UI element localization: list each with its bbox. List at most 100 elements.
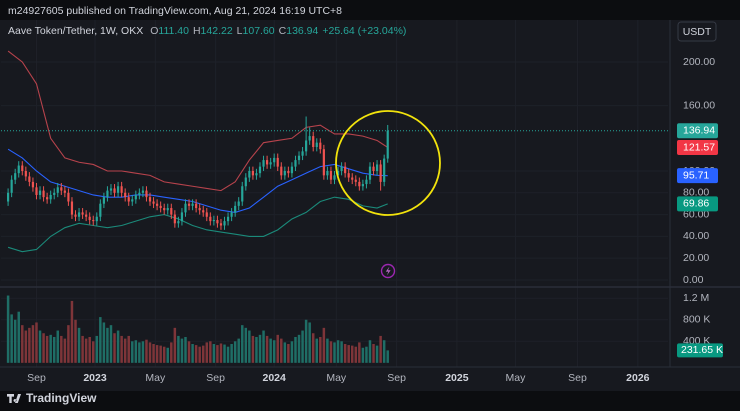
candle-body: [198, 208, 201, 211]
volume-bar: [131, 341, 134, 363]
candle-body: [379, 164, 382, 182]
candle-body: [375, 164, 379, 171]
candle-body: [42, 190, 45, 198]
volume-bar: [212, 344, 216, 363]
candle-body: [113, 188, 116, 193]
candle-body: [273, 157, 276, 163]
volume-bar: [127, 335, 130, 363]
candle-body: [223, 221, 226, 226]
candle-body: [56, 187, 59, 193]
volume-bar: [198, 346, 201, 363]
candle-body: [340, 166, 343, 171]
candle-body: [156, 203, 159, 206]
lightning-icon[interactable]: [380, 263, 396, 279]
volume-bar: [287, 344, 290, 363]
candle-body: [322, 149, 325, 176]
volume-bar: [361, 347, 365, 363]
candle-body: [81, 212, 84, 215]
candle-body: [276, 157, 279, 167]
y-tick-label: 200.00: [683, 56, 715, 68]
candle-body: [280, 166, 283, 176]
volume-bar: [106, 327, 109, 363]
candle-body: [365, 179, 368, 185]
symbol: Aave Token/Tether, 1W, OKX: [8, 25, 143, 37]
volume-bar: [88, 337, 91, 363]
volume-bar: [372, 344, 375, 363]
candle-body: [53, 192, 56, 195]
logo-mark: [6, 394, 21, 403]
y-tick-label: 40.00: [683, 230, 709, 242]
x-tick-label: May: [145, 372, 166, 384]
volume-bar: [134, 340, 138, 363]
volume-bar: [184, 337, 187, 363]
volume-bar: [13, 319, 17, 363]
volume-bar: [194, 345, 198, 363]
volume-bar: [311, 333, 315, 363]
volume-bar: [116, 330, 120, 363]
volume-bar: [109, 325, 113, 363]
candle-body: [230, 212, 233, 217]
volume-bar: [333, 342, 336, 363]
volume-bar: [326, 338, 329, 363]
volume-bar: [180, 338, 184, 363]
volume-bar: [262, 330, 265, 363]
candle-body: [237, 201, 240, 206]
candle-body: [148, 197, 152, 202]
candle-body: [386, 130, 389, 159]
volume-bar: [113, 333, 116, 363]
candle-body: [31, 181, 35, 188]
candle-body: [134, 194, 137, 200]
volume-bar: [336, 340, 340, 363]
candle-body: [67, 192, 70, 202]
volume-bar: [145, 339, 148, 363]
x-tick-label: Sep: [568, 372, 587, 384]
y-tick-label: 80.00: [683, 187, 709, 199]
volume-bar: [10, 314, 13, 363]
candle-body: [308, 136, 311, 141]
volume-bar: [251, 335, 255, 363]
candle-body: [116, 186, 120, 193]
candle-body: [95, 216, 98, 222]
highlight-circle: [335, 110, 441, 216]
volume-bar: [322, 327, 326, 363]
volume-bar: [120, 335, 123, 363]
candle-body: [14, 173, 17, 180]
ohlc-key: L: [237, 25, 243, 37]
volume-bar: [177, 335, 180, 363]
candle-body: [333, 175, 336, 180]
currency-button[interactable]: [677, 21, 717, 42]
volume-bar: [368, 340, 372, 363]
volume-bar: [283, 342, 287, 363]
candle-body: [344, 166, 347, 174]
ohlc-key: O: [150, 25, 158, 37]
candle-body: [262, 160, 265, 167]
volume-bar: [152, 344, 155, 363]
volume-bar: [42, 333, 45, 363]
volume-bar: [280, 338, 283, 363]
volume-bar: [35, 322, 38, 363]
volume-bar: [315, 338, 319, 363]
volume-bar: [38, 330, 42, 363]
candle-body: [46, 197, 49, 200]
volume-tag-label: 231.65 K: [681, 344, 723, 356]
volume-bar: [258, 334, 262, 363]
currency: USDT: [683, 26, 712, 38]
price-tag: [677, 123, 718, 139]
volume-bar: [347, 345, 350, 363]
candle-body: [226, 216, 230, 222]
brand: TradingView: [26, 391, 97, 405]
volume-bar: [187, 341, 191, 363]
candle-body: [124, 192, 127, 198]
candle-body: [120, 186, 123, 193]
candle-body: [173, 214, 176, 224]
volume-bar: [102, 322, 106, 363]
volume-bar: [67, 325, 70, 363]
candle-body: [269, 162, 272, 165]
candle-body: [383, 158, 386, 182]
volume-bar: [219, 343, 223, 363]
volume-bar: [159, 345, 162, 363]
candle-body: [354, 179, 357, 182]
band-tag-label: 69.86: [683, 198, 709, 210]
volume-bar: [350, 345, 354, 363]
candle-body: [290, 166, 294, 174]
